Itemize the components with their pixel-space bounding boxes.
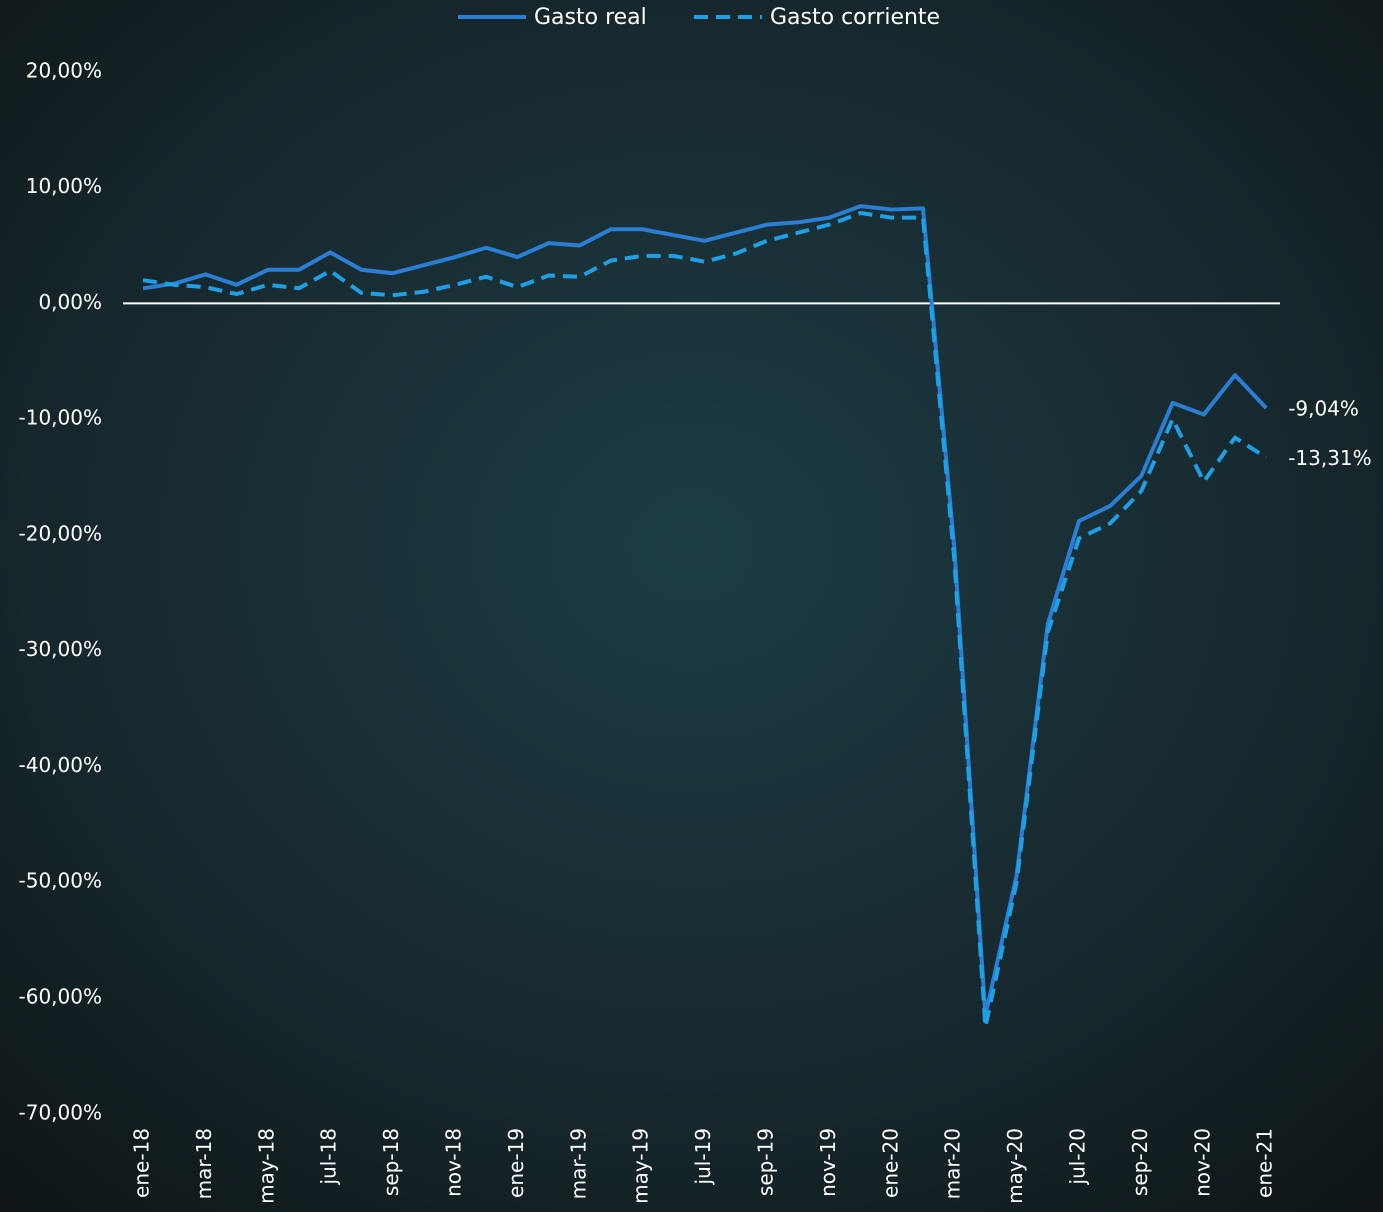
x-tick-label: nov-18 <box>442 1128 466 1197</box>
data-label: -9,04% <box>1288 397 1359 421</box>
y-tick-label: -30,00% <box>19 637 102 661</box>
x-tick-label: sep-19 <box>754 1128 778 1196</box>
series-line <box>142 211 1268 1029</box>
x-tick-label: mar-20 <box>941 1128 965 1199</box>
y-tick-label: -10,00% <box>19 406 102 430</box>
x-tick-label: may-19 <box>629 1128 653 1204</box>
data-label: -13,31% <box>1288 446 1371 470</box>
y-tick-label: 0,00% <box>38 290 102 314</box>
x-tick-label: ene-18 <box>130 1128 154 1198</box>
x-tick-label: mar-18 <box>192 1128 216 1199</box>
series-line <box>142 204 1268 1018</box>
y-tick-label: -70,00% <box>19 1100 102 1124</box>
x-tick-label: ene-19 <box>504 1128 528 1198</box>
y-tick-label: -50,00% <box>19 869 102 893</box>
x-tick-label: sep-20 <box>1128 1128 1152 1196</box>
x-tick-label: jul-20 <box>1066 1128 1090 1185</box>
legend-label: Gasto corriente <box>770 5 940 30</box>
x-tick-label: ene-20 <box>878 1128 902 1198</box>
legend-label: Gasto real <box>534 5 647 30</box>
y-tick-label: -40,00% <box>19 753 102 777</box>
x-tick-label: nov-20 <box>1190 1128 1214 1197</box>
y-tick-label: 20,00% <box>26 58 102 82</box>
x-tick-label: mar-19 <box>566 1128 590 1199</box>
x-tick-label: may-20 <box>1003 1128 1027 1204</box>
x-tick-label: nov-19 <box>816 1128 840 1197</box>
y-tick-label: -60,00% <box>19 985 102 1009</box>
x-tick-label: jul-18 <box>317 1128 341 1185</box>
x-tick-label: jul-19 <box>691 1128 715 1185</box>
x-tick-label: ene-21 <box>1253 1128 1277 1198</box>
y-tick-label: 10,00% <box>26 174 102 198</box>
x-tick-label: may-18 <box>254 1128 278 1204</box>
y-tick-label: -20,00% <box>19 521 102 545</box>
x-tick-label: sep-18 <box>379 1128 403 1196</box>
